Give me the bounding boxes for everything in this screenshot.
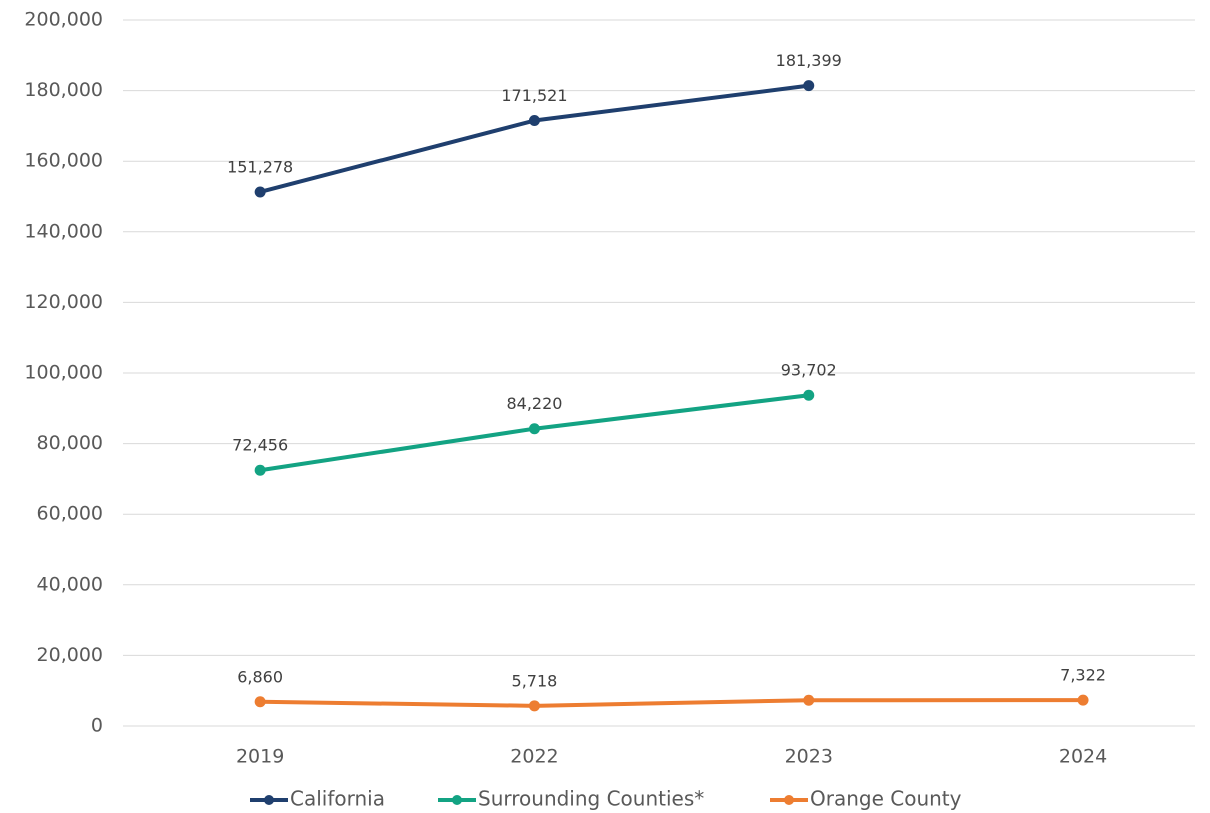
point [254, 696, 266, 708]
y-tick-label: 180,000 [24, 79, 103, 101]
x-tick-label: 2019 [236, 746, 284, 768]
data-label: 5,718 [512, 671, 558, 690]
y-tick-label: 60,000 [37, 503, 103, 525]
legend-label: Surrounding Counties* [478, 787, 704, 811]
data-label: 7,322 [1060, 666, 1106, 685]
data-label: 171,521 [501, 86, 567, 105]
data-label: 151,278 [227, 157, 293, 176]
point [528, 423, 540, 435]
x-tick-label: 2024 [1059, 746, 1107, 768]
legend-marker [452, 795, 462, 805]
y-tick-label: 40,000 [37, 573, 103, 595]
point [528, 700, 540, 712]
y-tick-label: 200,000 [24, 9, 103, 31]
point [803, 80, 815, 92]
x-tick-label: 2022 [510, 746, 558, 768]
y-tick-label: 140,000 [24, 220, 103, 242]
y-tick-label: 120,000 [24, 291, 103, 313]
legend-marker [784, 795, 794, 805]
legend-label: Orange County [810, 787, 962, 811]
y-tick-label: 160,000 [24, 150, 103, 172]
point [803, 694, 815, 706]
legend-marker [264, 795, 274, 805]
y-tick-label: 80,000 [37, 432, 103, 454]
data-label: 84,220 [506, 394, 562, 413]
series-line [260, 698, 1084, 708]
data-label: 72,456 [232, 436, 288, 455]
y-tick-label: 20,000 [37, 644, 103, 666]
data-label: 6,860 [237, 667, 283, 686]
y-tick-label: 0 [91, 715, 103, 737]
y-tick-label: 100,000 [24, 362, 103, 384]
point [254, 464, 266, 476]
point [1077, 694, 1089, 706]
legend-label: California [290, 787, 385, 811]
point [803, 389, 815, 401]
point [528, 115, 540, 127]
point [254, 186, 266, 198]
x-tick-label: 2023 [785, 746, 833, 768]
data-label: 181,399 [776, 51, 842, 70]
data-label: 93,702 [781, 361, 837, 380]
